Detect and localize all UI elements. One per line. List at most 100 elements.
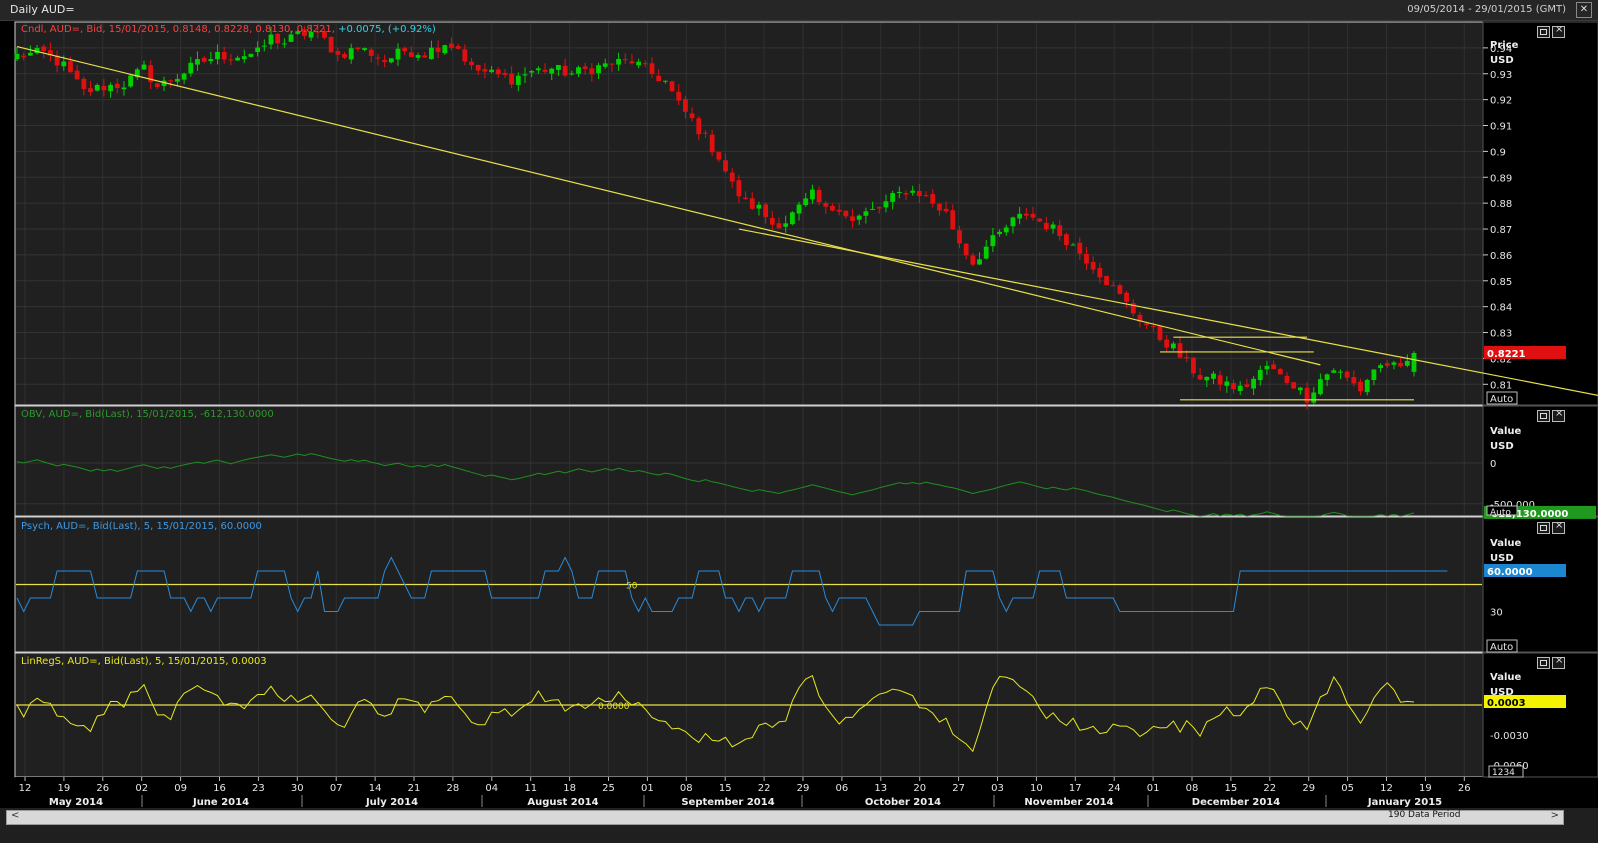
psych-tick-label: 30	[1490, 608, 1503, 619]
candle-up	[990, 235, 996, 247]
candle-up	[195, 59, 200, 65]
candle-down	[769, 217, 775, 225]
linreg-auto-box	[1488, 765, 1524, 778]
candle-down	[435, 47, 441, 52]
candle-down	[1150, 326, 1156, 328]
candle-up	[121, 87, 127, 90]
obv-plot-area	[14, 405, 1484, 517]
candle-up	[34, 47, 40, 54]
candle-down	[703, 132, 708, 134]
x-tick-label: 16	[213, 783, 226, 794]
candle-down	[1277, 368, 1283, 375]
close-icon[interactable]: ✕	[1576, 2, 1592, 18]
obv-maximize-icon[interactable]	[1537, 410, 1550, 422]
psych-reference-label: 50	[626, 582, 638, 592]
x-tick-label: 28	[447, 783, 460, 794]
candle-up	[616, 58, 621, 65]
scroll-right-icon[interactable]: >	[1550, 810, 1559, 821]
candle-down	[21, 55, 27, 58]
price-tick-label: 0.85	[1490, 277, 1512, 288]
obv-auto-box	[1486, 505, 1518, 516]
candle-up	[556, 65, 561, 71]
price-axis-title: Price USD	[1490, 40, 1519, 66]
x-tick-label: 23	[252, 783, 265, 794]
linreg-close-icon[interactable]	[1552, 655, 1565, 669]
candle-down	[903, 193, 909, 195]
candle-up	[1237, 385, 1243, 391]
candle-up	[362, 48, 367, 50]
x-tick-label: 15	[719, 783, 732, 794]
candle-down	[101, 86, 107, 91]
candle-down	[382, 60, 388, 62]
candle-up	[1050, 224, 1056, 229]
candle-down	[355, 47, 361, 50]
candle-up	[890, 193, 896, 202]
candle-down	[743, 197, 748, 199]
candle-up	[281, 43, 287, 45]
psych-maximize-icon[interactable]	[1537, 522, 1550, 534]
candle-up	[429, 47, 434, 60]
candle-down	[843, 210, 849, 217]
x-month-label: December 2014	[1192, 797, 1280, 808]
price-close-icon[interactable]	[1552, 24, 1565, 38]
candle-down	[1084, 253, 1089, 264]
linreg-line	[16, 674, 1415, 753]
candle-up	[983, 246, 989, 259]
x-month-label: June 2014	[192, 797, 249, 808]
linreg-maximize-icon[interactable]	[1537, 657, 1550, 669]
candle-down	[1097, 268, 1103, 278]
x-tick-label: 08	[680, 783, 693, 794]
candle-down	[1304, 387, 1310, 403]
x-tick-label: 12	[19, 783, 32, 794]
price-maximize-icon[interactable]	[1537, 26, 1550, 38]
psych-close-icon[interactable]	[1552, 520, 1565, 534]
scroll-left-icon[interactable]: <	[11, 810, 20, 821]
x-tick-label: 30	[291, 783, 304, 794]
x-axis-area	[15, 777, 1483, 807]
candle-down	[1217, 375, 1223, 385]
candle-down	[228, 59, 234, 61]
candle-up	[108, 84, 113, 92]
candle-up	[1297, 387, 1303, 391]
candle-up	[288, 34, 294, 42]
x-tick-label: 29	[1302, 783, 1315, 794]
obv-close-icon[interactable]	[1552, 408, 1565, 422]
trend-line	[738, 228, 1598, 396]
price-last-label: 0.8221	[1487, 349, 1526, 360]
price-tick-label: 0.91	[1490, 122, 1512, 133]
candle-down	[542, 69, 548, 72]
psych-auto-label: Auto	[1490, 642, 1513, 653]
candle-down	[709, 134, 715, 153]
x-month-label: September 2014	[681, 797, 774, 808]
x-tick-label: 26	[1458, 783, 1471, 794]
x-tick-label: 11	[524, 783, 537, 794]
candle-up	[789, 212, 795, 225]
candle-up	[883, 201, 889, 208]
x-tick-label: 26	[96, 783, 109, 794]
candle-down	[850, 216, 855, 221]
horizontal-scrollbar[interactable]: < >	[6, 810, 1564, 825]
candle-down	[509, 73, 515, 85]
candle-up	[856, 215, 862, 220]
price-series-info: Cndl, AUD=, Bid, 15/01/2015, 0.8148, 0.8…	[21, 24, 335, 35]
candle-down	[937, 203, 942, 211]
candle-down	[1064, 234, 1069, 246]
linreg-panel-title: LinRegS, AUD=, Bid(Last), 5, 15/01/2015,…	[21, 656, 267, 667]
candle-down	[328, 36, 334, 53]
candle-down	[729, 172, 735, 182]
candle-down	[716, 152, 722, 160]
candle-down	[315, 31, 321, 33]
candle-up	[388, 58, 394, 63]
candle-down	[114, 83, 120, 89]
candle-up	[1324, 374, 1330, 380]
x-tick-label: 03	[991, 783, 1004, 794]
candle-up	[1017, 213, 1023, 219]
candle-up	[863, 211, 869, 216]
candle-down	[970, 255, 976, 265]
x-tick-label: 04	[485, 783, 498, 794]
x-tick-label: 15	[1225, 783, 1238, 794]
candle-down	[68, 61, 73, 73]
candle-down	[502, 72, 508, 75]
candle-down	[1351, 377, 1357, 384]
x-tick-label: 19	[1419, 783, 1432, 794]
